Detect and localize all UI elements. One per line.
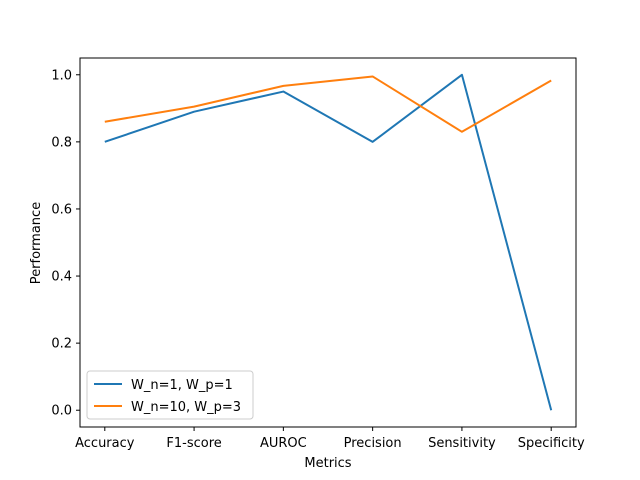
x-tick-label: Sensitivity [428, 436, 496, 451]
legend-label-series-1: W_n=1, W_p=1 [131, 378, 233, 393]
series-line-1 [104, 73, 553, 411]
legend: W_n=1, W_p=1 W_n=10, W_p=3 [86, 370, 254, 420]
x-axis: Accuracy F1-score AUROC Precision Sensitivit… [75, 427, 585, 451]
plot-area-frame [79, 57, 577, 428]
y-axis: 0.0 0.2 0.4 0.6 0.8 1.0 [51, 68, 80, 419]
y-tick-label: 0.6 [51, 202, 72, 217]
legend-box [86, 370, 254, 420]
series-line-2 [104, 75, 552, 133]
y-tick-label: 0.2 [51, 337, 72, 352]
x-tick-label: Accuracy [75, 436, 135, 451]
y-tick-label: 1.0 [51, 68, 72, 83]
y-tick-label: 0.0 [51, 404, 72, 419]
legend-label-series-2: W_n=10, W_p=3 [131, 400, 241, 415]
x-tick-label: AUROC [260, 436, 307, 451]
x-tick-label: F1-score [166, 436, 221, 451]
y-tick-label: 0.4 [51, 270, 72, 285]
x-tick-label: Specificity [518, 436, 585, 451]
series-lines [104, 73, 553, 411]
x-tick-label: Precision [344, 436, 402, 451]
y-axis-label: Performance [29, 202, 44, 284]
x-axis-label: Metrics [304, 456, 351, 471]
y-tick-label: 0.8 [51, 135, 72, 150]
